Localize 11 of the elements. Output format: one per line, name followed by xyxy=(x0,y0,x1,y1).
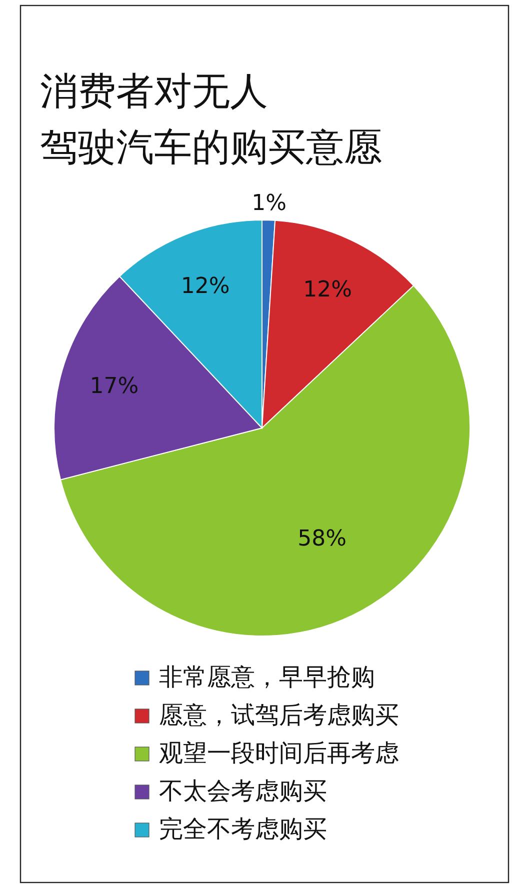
data-label: 12% xyxy=(303,278,352,303)
legend-label: 完全不考虑购买 xyxy=(159,815,327,843)
data-label: 17% xyxy=(90,374,139,400)
data-label: 58% xyxy=(298,526,347,552)
legend-label: 非常愿意，早早抢购 xyxy=(159,663,375,691)
legend-label: 愿意，试驾后考虑购买 xyxy=(159,701,399,729)
data-label: 12% xyxy=(180,274,230,299)
legend-label: 不太会考虑购买 xyxy=(159,777,327,805)
data-label: 1% xyxy=(252,191,287,216)
legend-label: 观望一段时间后再考虑 xyxy=(159,739,399,767)
chart-title: 消费者对无人驾驶汽车的购买意愿 xyxy=(40,69,382,169)
